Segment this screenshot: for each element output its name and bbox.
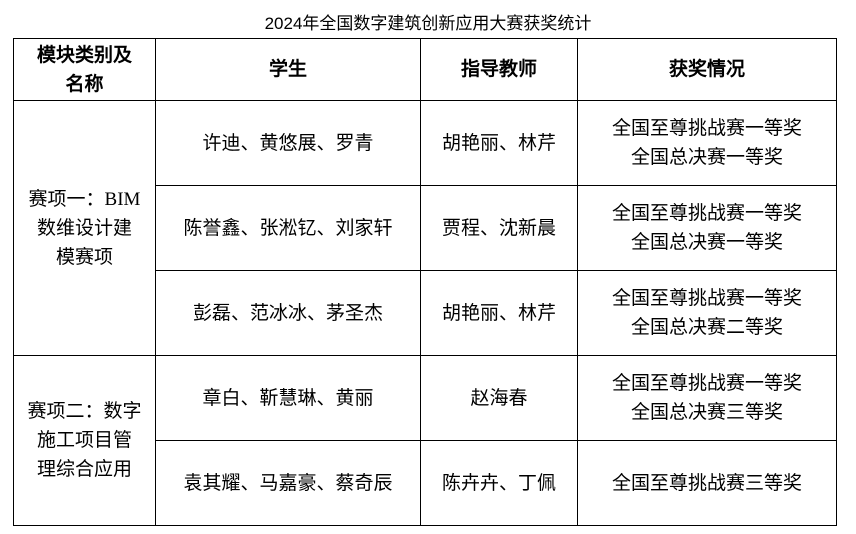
- table-row: 赛项二：数字 施工项目管 理综合应用 章白、靳慧琳、黄丽 赵海春 全国至尊挑战赛…: [13, 355, 837, 526]
- awards-cell: 全国至尊挑战赛一等奖 全国总决赛二等奖: [577, 270, 837, 356]
- header-module-line: 名称: [65, 73, 104, 95]
- award-line: 全国至尊挑战赛一等奖: [611, 288, 802, 309]
- module-line: 赛项一：BIM: [28, 188, 141, 210]
- advisors-cell: 贾程、沈新晨: [420, 185, 578, 271]
- award-line: 全国至尊挑战赛一等奖: [611, 118, 802, 139]
- awards-cell: 全国至尊挑战赛一等奖 全国总决赛一等奖: [577, 185, 837, 271]
- table-row: 陈誉鑫、张淞钇、刘家轩 贾程、沈新晨 全国至尊挑战赛一等奖 全国总决赛一等奖: [14, 185, 837, 271]
- students-cell: 章白、靳慧琳、黄丽: [155, 355, 421, 441]
- module-cell: 赛项一：BIM 数维设计建 模赛项: [13, 100, 156, 356]
- table-row: 彭磊、范冰冰、茅圣杰 胡艳丽、林芹 全国至尊挑战赛一等奖 全国总决赛二等奖: [14, 270, 837, 356]
- module-line: 数维设计建: [36, 217, 132, 239]
- advisors-cell: 陈卉卉、丁佩: [420, 440, 578, 526]
- header-awards: 获奖情况: [577, 38, 837, 101]
- module-line: 理综合应用: [36, 459, 132, 480]
- advisors-cell: 胡艳丽、林芹: [420, 270, 578, 356]
- award-line: 全国至尊挑战赛一等奖: [611, 373, 802, 394]
- header-students: 学生: [155, 38, 421, 101]
- students-cell: 袁其耀、马嘉豪、蔡奇辰: [155, 440, 421, 526]
- advisors-cell: 赵海春: [420, 355, 578, 441]
- table-header-row: 模块类别及 名称 学生 指导教师 获奖情况: [13, 38, 837, 101]
- awards-cell: 全国至尊挑战赛一等奖 全国总决赛三等奖: [577, 355, 837, 441]
- module-line: 施工项目管: [36, 430, 132, 451]
- table-row: 赛项一：BIM 数维设计建 模赛项 许迪、黄悠展、罗青 胡艳丽、林芹 全国至尊挑…: [13, 100, 837, 356]
- module-cell: 赛项二：数字 施工项目管 理综合应用: [13, 355, 156, 526]
- table-row: 袁其耀、马嘉豪、蔡奇辰 陈卉卉、丁佩 全国至尊挑战赛三等奖: [14, 440, 837, 526]
- award-line: 全国至尊挑战赛一等奖: [611, 203, 802, 224]
- award-line: 全国总决赛二等奖: [630, 317, 783, 338]
- module-line: 模赛项: [55, 246, 113, 268]
- awards-table: 模块类别及 名称 学生 指导教师 获奖情况 赛项一：BIM 数维设计建 模赛项 …: [13, 38, 837, 526]
- students-cell: 许迪、黄悠展、罗青: [155, 100, 421, 186]
- awards-cell: 全国至尊挑战赛一等奖 全国总决赛一等奖: [577, 100, 837, 186]
- students-cell: 彭磊、范冰冰、茅圣杰: [155, 270, 421, 356]
- awards-cell: 全国至尊挑战赛三等奖: [577, 440, 837, 526]
- header-module-line: 模块类别及: [36, 44, 132, 66]
- header-module: 模块类别及 名称: [13, 38, 156, 101]
- advisors-cell: 胡艳丽、林芹: [420, 100, 578, 186]
- students-cell: 陈誉鑫、张淞钇、刘家轩: [155, 185, 421, 271]
- award-line: 全国总决赛一等奖: [630, 147, 783, 168]
- award-line: 全国总决赛三等奖: [630, 402, 783, 423]
- award-line: 全国总决赛一等奖: [630, 232, 783, 253]
- header-advisors: 指导教师: [420, 38, 578, 101]
- module-line: 赛项二：数字: [27, 401, 142, 422]
- document-title: 2024年全国数字建筑创新应用大赛获奖统计: [264, 14, 592, 33]
- award-line: 全国至尊挑战赛三等奖: [611, 472, 802, 494]
